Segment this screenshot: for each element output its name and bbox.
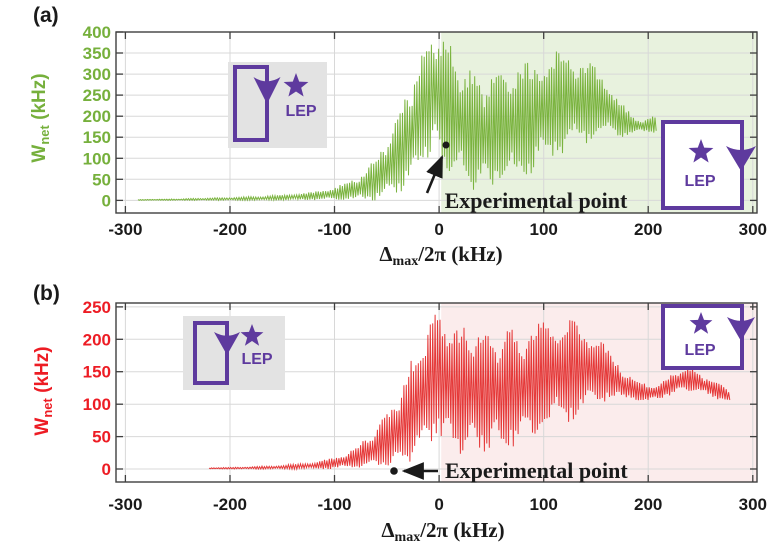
lep-star-icon (689, 312, 713, 334)
y-tick-label: 50 (92, 428, 111, 447)
panel-b: LEP LEP -300 -200 -100 0 100 200 300 0 50 100 150 200… (32, 282, 767, 545)
lep-star-icon (283, 73, 309, 97)
x-tick-label: 200 (634, 220, 662, 239)
loop-direction-arrow-icon (253, 77, 281, 104)
x-tick-label: 0 (434, 220, 443, 239)
x-tick-label: 300 (739, 495, 767, 514)
x-tick-label: -300 (108, 220, 142, 239)
inset-loop-enclosing-lep: LEP (661, 304, 755, 370)
y-tick-label: 400 (83, 23, 111, 42)
y-tick-label: 100 (83, 149, 111, 168)
experimental-point-annotation: Experimental point (390, 458, 628, 483)
x-axis-title: Δmax/2π (kHz) (379, 242, 502, 269)
x-tick-label: 0 (434, 495, 443, 514)
y-tick-label: 50 (92, 170, 111, 189)
x-tick-label: -300 (108, 495, 142, 514)
control-loop-path (661, 120, 744, 210)
y-tick-label: 250 (83, 298, 111, 317)
y-tick-label: 150 (83, 128, 111, 147)
axes-box (115, 302, 758, 483)
experimental-point-annotation: Experimental point (425, 141, 628, 213)
lep-label: LEP (684, 342, 715, 359)
x-tick-label: 100 (530, 220, 558, 239)
x-tick-label: 300 (739, 220, 767, 239)
lep-label: LEP (285, 103, 316, 120)
y-tick-label: 350 (83, 44, 111, 63)
y-tick-label: 0 (102, 191, 111, 210)
experimental-point-label: Experimental point (445, 188, 628, 213)
experimental-point-dot (390, 467, 398, 475)
experimental-point-label: Experimental point (445, 458, 628, 483)
y-tick-label: 100 (83, 395, 111, 414)
y-tick-label: 200 (83, 330, 111, 349)
panel-label: (b) (33, 282, 60, 305)
axes-box (115, 31, 758, 214)
lep-star-icon (688, 139, 714, 163)
lep-label: LEP (684, 173, 715, 190)
x-tick-label: 100 (530, 495, 558, 514)
x-tick-label: -200 (213, 220, 247, 239)
net-work-curve (137, 41, 657, 202)
loop-direction-arrow-icon (727, 317, 755, 341)
annotation-arrow (425, 154, 444, 194)
y-tick-label: 250 (83, 86, 111, 105)
inset-loop-not-enclosing-lep: LEP (228, 62, 327, 148)
y-axis-title: Wnet (kHz) (29, 73, 52, 162)
x-tick-label: -100 (317, 495, 351, 514)
x-tick-label: -100 (317, 220, 351, 239)
x-tick-label: 200 (634, 495, 662, 514)
panel-a: LEP LEP -300 -200 -100 0 100 200 300 0 50 100 150 200… (29, 4, 767, 269)
y-axis-title: Wnet (kHz) (32, 346, 55, 435)
y-tick-label: 150 (83, 363, 111, 382)
y-tick-label: 0 (102, 460, 111, 479)
lep-label: LEP (241, 351, 272, 368)
inset-loop-not-enclosing-lep: LEP (183, 316, 285, 390)
panel-label: (a) (33, 4, 59, 27)
y-tick-label: 200 (83, 107, 111, 126)
lep-star-icon (240, 324, 264, 346)
x-axis-title: Δmax/2π (kHz) (381, 518, 504, 545)
net-work-curve (208, 314, 731, 471)
x-tick-label: -200 (213, 495, 247, 514)
experimental-point-dot (442, 141, 450, 149)
loop-direction-arrow-icon (214, 332, 240, 355)
inset-loop-enclosing-lep: LEP (661, 120, 756, 210)
y-tick-label: 300 (83, 65, 111, 84)
loop-direction-arrow-icon (726, 146, 756, 171)
